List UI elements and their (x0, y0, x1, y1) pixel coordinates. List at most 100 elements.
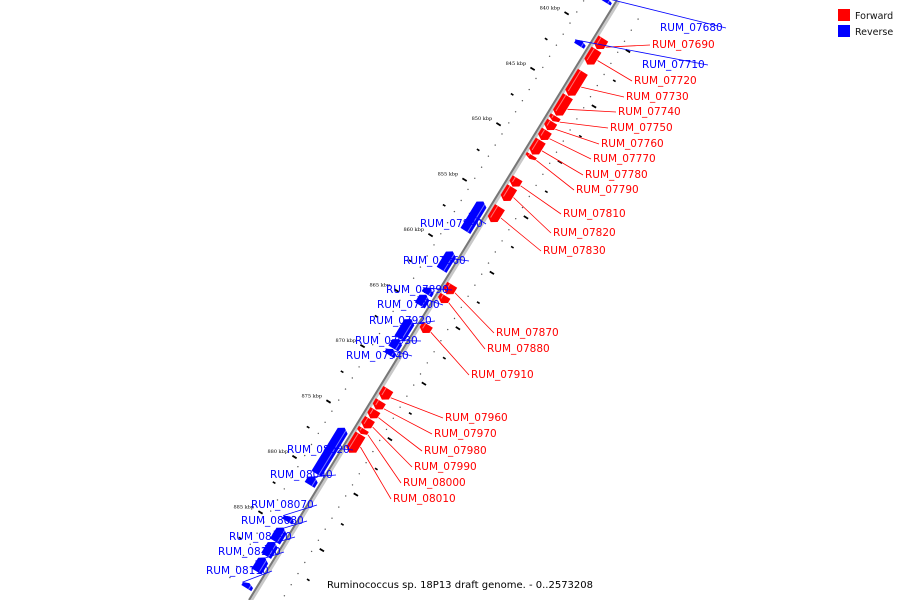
legend-swatch-reverse (838, 25, 850, 37)
minor-tick (467, 295, 469, 297)
gene-label-rum_07890[interactable]: RUM_07890 (386, 284, 449, 296)
minor-tick (515, 218, 517, 220)
gene-label-rum_07840[interactable]: RUM_07840 (420, 218, 483, 230)
gene-arrow-rum_08080[interactable] (269, 527, 287, 545)
gene-label-rum_07750[interactable]: RUM_07750 (610, 122, 673, 134)
gene-arrow-rum_07910[interactable] (419, 321, 433, 334)
minor-tick (440, 340, 442, 342)
gene-arrow-rum_07890[interactable] (421, 287, 434, 298)
gene-label-rum_07820[interactable]: RUM_07820 (553, 227, 616, 239)
genome-axis-shadow (249, 0, 621, 600)
gene-label-rum_07870[interactable]: RUM_07870 (496, 327, 559, 339)
minor-tick (582, 0, 585, 2)
gene-label-rum_07990[interactable]: RUM_07990 (414, 461, 477, 473)
gene-label-rum_08110[interactable]: RUM_08110 (206, 565, 269, 577)
minor-tick (283, 488, 285, 490)
gene-arrow-rum_08010[interactable] (346, 431, 366, 453)
minor-tick (528, 88, 530, 91)
gene-arrow-rum_07680[interactable] (601, 0, 612, 6)
gene-arrow-rum_08040[interactable] (304, 476, 318, 488)
minor-tick (576, 118, 578, 120)
gene-label-rum_08100[interactable]: RUM_08100 (218, 546, 281, 558)
gene-label-rum_08040[interactable]: RUM_08040 (270, 469, 333, 481)
leader-line-rum_07870 (454, 292, 495, 334)
minor-tick (317, 539, 320, 541)
gene-arrow-rum_07920[interactable] (394, 319, 415, 342)
gene-label-rum_07960[interactable]: RUM_07960 (445, 412, 508, 424)
gene-label-rum_08010[interactable]: RUM_08010 (393, 493, 456, 505)
gene-label-rum_07930[interactable]: RUM_07930 (355, 335, 418, 347)
gene-arrow-rum_07830[interactable] (487, 204, 505, 223)
gene-arrow-rum_07770[interactable] (538, 127, 552, 141)
minor-tick (460, 199, 462, 202)
gene-arrow-rum_07960[interactable] (378, 385, 394, 400)
gene-arrow-rum_07750[interactable] (549, 113, 561, 123)
minor-tick (351, 484, 354, 486)
gene-label-rum_07730[interactable]: RUM_07730 (626, 91, 689, 103)
minor-tick (535, 77, 537, 80)
gene-arrow-rum_08020[interactable] (311, 427, 348, 477)
minor-tick (283, 595, 286, 597)
gene-label-rum_07880[interactable]: RUM_07880 (487, 343, 550, 355)
gene-label-rum_08080[interactable]: RUM_08080 (241, 515, 304, 527)
legend-item-reverse[interactable]: Reverse (838, 25, 893, 38)
gene-arrow-rum_07990[interactable] (361, 415, 375, 429)
gene-label-rum_08070[interactable]: RUM_08070 (251, 499, 314, 511)
gene-label-rum_08090[interactable]: RUM_08090 (229, 531, 292, 543)
gene-arrow-rum_07820[interactable] (500, 184, 518, 202)
gene-label-rum_07970[interactable]: RUM_07970 (434, 428, 497, 440)
gene-arrow-rum_07900[interactable] (414, 294, 430, 309)
half-tick (374, 314, 378, 318)
gene-highlight (540, 129, 546, 136)
gene-label-rum_07790[interactable]: RUM_07790 (576, 184, 639, 196)
scale-label-845-kbp: 845 kbp (506, 61, 527, 67)
gene-label-rum_08020[interactable]: RUM_08020 (287, 444, 350, 456)
gene-arrow-rum_08000[interactable] (357, 425, 369, 435)
gene-label-rum_08000[interactable]: RUM_08000 (403, 477, 466, 489)
gene-arrow-rum_07980[interactable] (367, 407, 381, 419)
gene-arrow-rum_07860[interactable] (436, 251, 456, 273)
gene-arrow-rum_07810[interactable] (509, 175, 523, 187)
gene-label-rum_07710[interactable]: RUM_07710 (642, 59, 705, 71)
gene-label-rum_07690[interactable]: RUM_07690 (652, 39, 715, 51)
gene-arrow-rum_07720[interactable] (584, 46, 602, 65)
gene-arrow-rum_07740[interactable] (553, 93, 573, 116)
gene-label-rum_07830[interactable]: RUM_07830 (543, 245, 606, 257)
gene-label-rum_07920[interactable]: RUM_07920 (369, 315, 432, 327)
minor-tick (446, 222, 449, 224)
gene-arrow-rum_08070[interactable] (282, 515, 294, 525)
gene-arrow-rum_08090[interactable] (261, 541, 278, 559)
gene-label-rum_07900[interactable]: RUM_07900 (377, 299, 440, 311)
leader-line-rum_08040 (306, 474, 337, 478)
gene-label-rum_07720[interactable]: RUM_07720 (634, 75, 697, 87)
gene-label-rum_07910[interactable]: RUM_07910 (471, 369, 534, 381)
gene-arrow-rum_07730[interactable] (565, 68, 588, 96)
gene-label-rum_07860[interactable]: RUM_07860 (403, 255, 466, 267)
gene-label-rum_07770[interactable]: RUM_07770 (593, 153, 656, 165)
legend-item-forward[interactable]: Forward (838, 9, 893, 22)
minor-tick (256, 532, 258, 534)
scale-label-880-kbp: 880 kbp (268, 449, 289, 455)
gene-label-rum_07940[interactable]: RUM_07940 (346, 350, 409, 362)
gene-arrow-rum_07790[interactable] (525, 151, 537, 161)
gene-arrow-rum_08100[interactable] (251, 557, 269, 575)
leader-line-rum_08000 (367, 434, 402, 484)
gene-label-rum_07980[interactable]: RUM_07980 (424, 445, 487, 457)
gene-label-rum_07780[interactable]: RUM_07780 (585, 169, 648, 181)
minor-tick (610, 62, 612, 65)
gene-highlight (421, 296, 429, 307)
gene-label-rum_07810[interactable]: RUM_07810 (563, 208, 626, 220)
gene-arrow-rum_07760[interactable] (544, 118, 558, 131)
gene-arrow-rum_07880[interactable] (438, 292, 451, 304)
gene-label-rum_07760[interactable]: RUM_07760 (601, 138, 664, 150)
gene-arrow-rum_07870[interactable] (443, 281, 458, 295)
leader-line-rum_07940 (385, 348, 413, 357)
gene-label-rum_07740[interactable]: RUM_07740 (618, 106, 681, 118)
gene-arrow-rum_07970[interactable] (372, 398, 386, 410)
gene-arrow-rum_07840[interactable] (460, 201, 487, 235)
gene-arrow-rum_07780[interactable] (529, 137, 546, 155)
gene-label-rum_07680[interactable]: RUM_07680 (660, 22, 723, 34)
gene-highlight (422, 323, 426, 329)
gene-arrow-rum_07710[interactable] (574, 39, 586, 49)
gene-arrow-rum_08110[interactable] (241, 582, 254, 592)
